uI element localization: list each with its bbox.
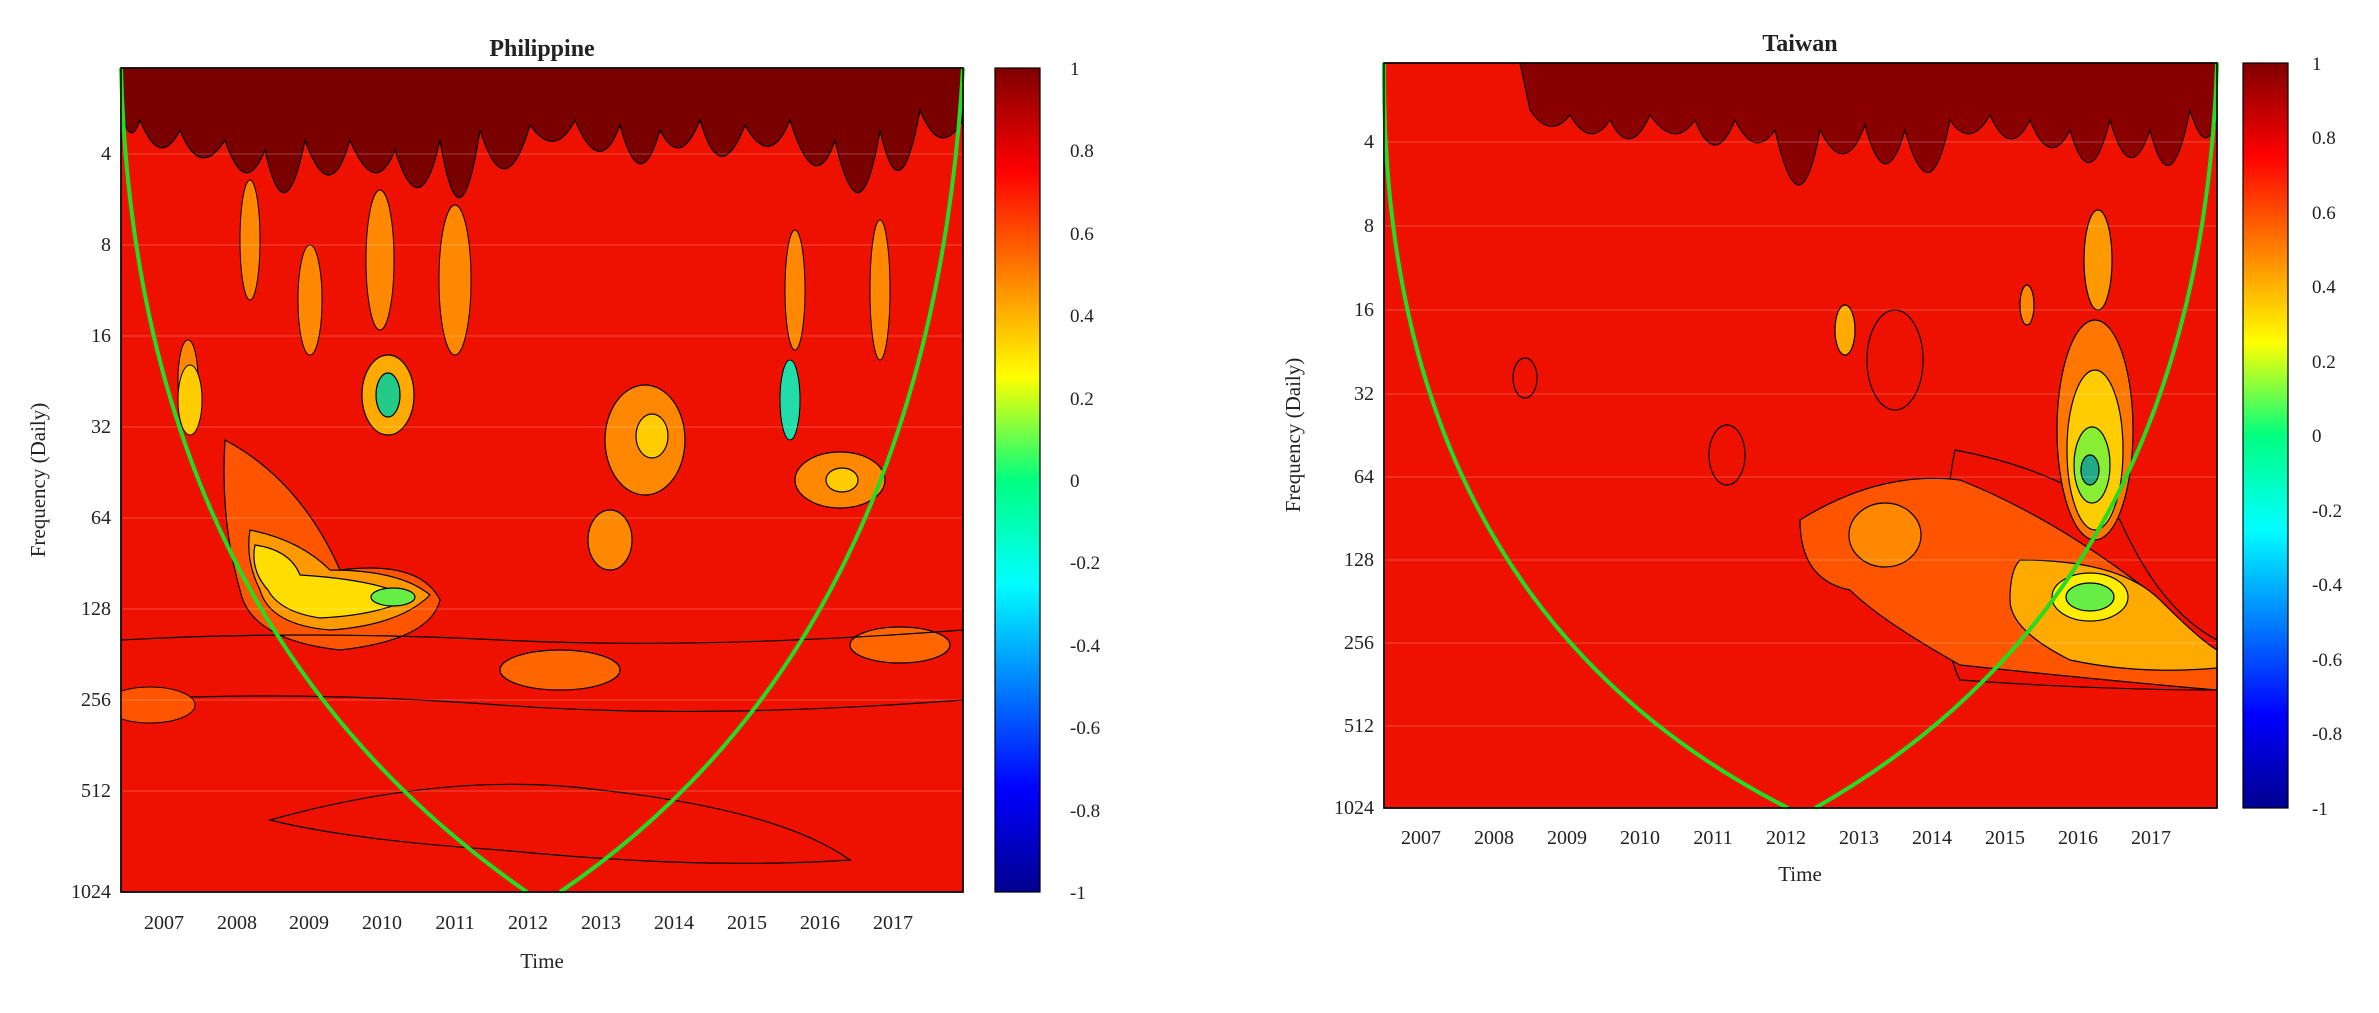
colorbar: 1 0.8 0.6 0.4 0.2 0 -0.2 -0.4 -0.6 -0.8 … bbox=[2242, 54, 2343, 820]
colorbar-tick-label: 0.8 bbox=[1070, 141, 1094, 162]
y-tick-label: 8 bbox=[1364, 215, 1374, 237]
x-tick-label: 2013 bbox=[1839, 827, 1879, 849]
x-tick-label: 2012 bbox=[508, 912, 548, 934]
cone-of-influence bbox=[119, 67, 965, 894]
x-tick-label: 2011 bbox=[1693, 827, 1732, 849]
colorbar-tick-label: 1 bbox=[2312, 54, 2322, 75]
y-tick-label: 1024 bbox=[71, 881, 111, 903]
y-axis-label: Frequency (Daily) bbox=[1281, 358, 1305, 513]
chart-title: Taiwan bbox=[1762, 31, 1837, 57]
y-tick-label: 512 bbox=[1344, 715, 1374, 737]
x-tick-label: 2007 bbox=[1401, 827, 1441, 849]
x-tick-label: 2014 bbox=[654, 912, 694, 934]
y-tick-label: 32 bbox=[1354, 383, 1374, 405]
x-tick-label: 2010 bbox=[1620, 827, 1660, 849]
colorbar-gradient bbox=[2242, 62, 2289, 809]
x-axis-label: Time bbox=[520, 949, 564, 973]
x-tick-label: 2009 bbox=[1547, 827, 1587, 849]
x-tick-labels: 2007 2008 2009 2010 2011 2012 2013 2014 … bbox=[1401, 827, 2171, 849]
colorbar-tick-label: -0.4 bbox=[1070, 636, 1101, 657]
regions bbox=[121, 354, 963, 864]
x-tick-label: 2013 bbox=[581, 912, 621, 934]
panel-taiwan: Taiwan bbox=[1281, 31, 2343, 886]
grid bbox=[121, 153, 963, 792]
x-tick-label: 2008 bbox=[1474, 827, 1514, 849]
high-frequency-band bbox=[1519, 63, 2217, 186]
colorbar-tick-label: 0.8 bbox=[2312, 128, 2336, 149]
y-tick-label: 16 bbox=[91, 325, 111, 347]
plot-area bbox=[1381, 62, 2219, 810]
y-tick-label: 1024 bbox=[1334, 797, 1374, 819]
colorbar-tick-label: -0.8 bbox=[2312, 724, 2342, 745]
y-tick-label: 512 bbox=[81, 780, 111, 802]
plot-area bbox=[119, 67, 965, 894]
x-tick-labels: 2007 2008 2009 2010 2011 2012 2013 2014 … bbox=[144, 912, 913, 934]
colorbar-tick-label: -0.2 bbox=[1070, 553, 1100, 574]
y-tick-label: 4 bbox=[101, 143, 111, 165]
x-tick-label: 2016 bbox=[800, 912, 840, 934]
panel-philippine: Philippine bbox=[26, 36, 1101, 973]
cone-of-influence bbox=[1381, 62, 2219, 810]
y-tick-label: 8 bbox=[101, 234, 111, 256]
colorbar-tick-label: -0.2 bbox=[2312, 501, 2342, 522]
x-tick-label: 2011 bbox=[435, 912, 474, 934]
colorbar-tick-label: 1 bbox=[1070, 59, 1080, 80]
y-tick-label: 16 bbox=[1354, 299, 1374, 321]
y-axis: 4 8 16 32 64 128 256 512 1024 Frequency … bbox=[26, 143, 111, 903]
x-tick-label: 2014 bbox=[1912, 827, 1952, 849]
colorbar-tick-label: 0.6 bbox=[1070, 224, 1094, 245]
colorbar-tick-label: 0.4 bbox=[1070, 306, 1094, 327]
colorbar-gradient bbox=[994, 67, 1041, 893]
colorbar-tick-label: 0.2 bbox=[1070, 389, 1094, 410]
y-tick-label: 64 bbox=[91, 507, 111, 529]
x-axis: 2007 2008 2009 2010 2011 2012 2013 2014 … bbox=[144, 912, 913, 973]
y-tick-labels: 4 8 16 32 64 128 256 512 1024 bbox=[71, 143, 111, 903]
x-tick-label: 2009 bbox=[289, 912, 329, 934]
x-tick-label: 2015 bbox=[1985, 827, 2025, 849]
high-frequency-band bbox=[121, 68, 963, 199]
chart-title: Philippine bbox=[489, 36, 595, 62]
y-tick-label: 256 bbox=[81, 689, 111, 711]
y-tick-label: 32 bbox=[91, 416, 111, 438]
x-axis: 2007 2008 2009 2010 2011 2012 2013 2014 … bbox=[1401, 827, 2171, 886]
streaks bbox=[177, 179, 891, 421]
colorbar-tick-labels: 1 0.8 0.6 0.4 0.2 0 -0.2 -0.4 -0.6 -0.8 … bbox=[2312, 54, 2343, 820]
x-axis-label: Time bbox=[1778, 862, 1822, 886]
x-tick-label: 2012 bbox=[1766, 827, 1806, 849]
colorbar-tick-label: 0.6 bbox=[2312, 203, 2336, 224]
colorbar-tick-label: -0.6 bbox=[1070, 718, 1100, 739]
y-tick-label: 256 bbox=[1344, 632, 1374, 654]
colorbar-tick-label: -1 bbox=[2312, 799, 2328, 820]
y-tick-label: 4 bbox=[1364, 131, 1374, 153]
colorbar-tick-label: -0.4 bbox=[2312, 575, 2343, 596]
colorbar-tick-label: -1 bbox=[1070, 883, 1086, 904]
colorbar-tick-labels: 1 0.8 0.6 0.4 0.2 0 -0.2 -0.4 -0.6 -0.8 … bbox=[1070, 59, 1101, 904]
x-tick-label: 2017 bbox=[2131, 827, 2171, 849]
colorbar-tick-label: -0.6 bbox=[2312, 650, 2342, 671]
colorbar: 1 0.8 0.6 0.4 0.2 0 -0.2 -0.4 -0.6 -0.8 … bbox=[994, 59, 1101, 904]
y-tick-label: 128 bbox=[81, 598, 111, 620]
y-axis: 4 8 16 32 64 128 256 512 1024 Frequency … bbox=[1281, 131, 1374, 819]
x-tick-label: 2007 bbox=[144, 912, 184, 934]
contour-layer bbox=[121, 68, 963, 864]
y-tick-labels: 4 8 16 32 64 128 256 512 1024 bbox=[1334, 131, 1374, 819]
colorbar-tick-label: 0.2 bbox=[2312, 352, 2336, 373]
y-tick-label: 64 bbox=[1354, 466, 1374, 488]
colorbar-tick-label: 0 bbox=[2312, 426, 2322, 447]
colorbar-tick-label: 0 bbox=[1070, 471, 1080, 492]
x-tick-label: 2010 bbox=[362, 912, 402, 934]
colorbar-tick-label: 0.4 bbox=[2312, 277, 2336, 298]
x-tick-label: 2017 bbox=[873, 912, 913, 934]
colorbar-tick-label: -0.8 bbox=[1070, 801, 1100, 822]
grid bbox=[1384, 141, 2217, 727]
y-axis-label: Frequency (Daily) bbox=[26, 403, 50, 558]
x-tick-label: 2008 bbox=[217, 912, 257, 934]
x-tick-label: 2015 bbox=[727, 912, 767, 934]
y-tick-label: 128 bbox=[1344, 549, 1374, 571]
x-tick-label: 2016 bbox=[2058, 827, 2098, 849]
